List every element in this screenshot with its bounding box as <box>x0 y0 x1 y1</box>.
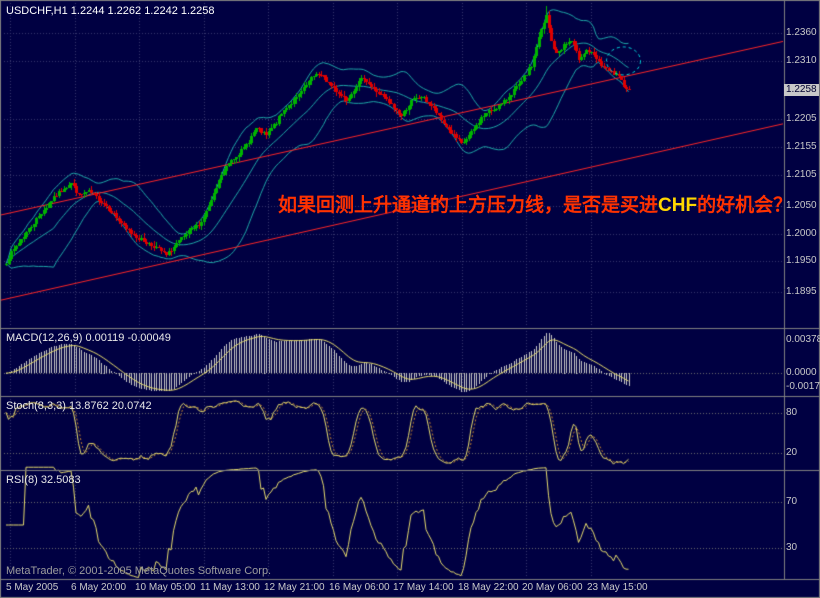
price-chart-canvas[interactable] <box>0 0 820 598</box>
metatrader-chart-window: USDCHF,H1 1.2244 1.2262 1.2242 1.2258 如果… <box>0 0 820 598</box>
